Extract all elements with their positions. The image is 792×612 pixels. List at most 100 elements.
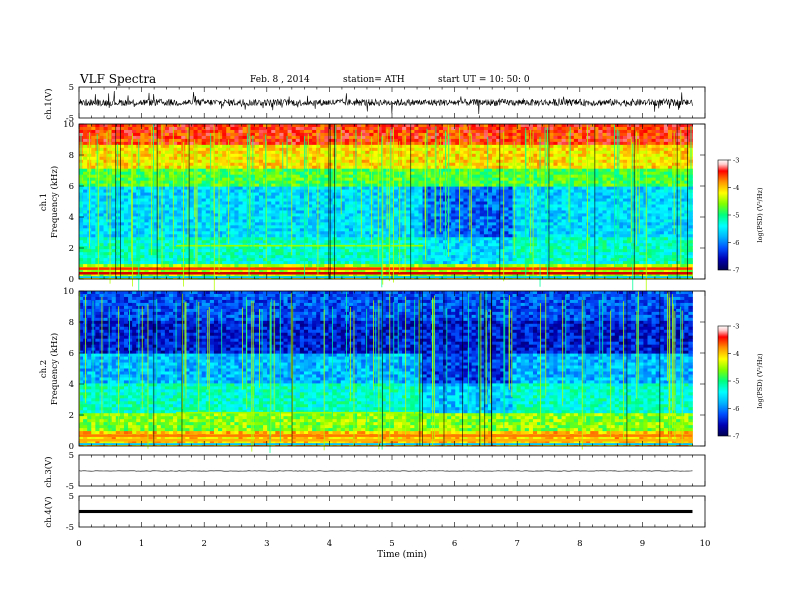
- spectrogram-cell: [189, 264, 194, 268]
- spectrogram-cell: [254, 168, 260, 173]
- spectrogram-cell: [275, 124, 280, 128]
- spectrogram-cell: [373, 273, 378, 277]
- spectrogram-cell: [295, 225, 301, 229]
- spectrogram-cell: [189, 201, 194, 205]
- spectrogram-cell: [389, 183, 395, 187]
- spectrogram-cell: [123, 195, 129, 199]
- spectrogram-cell: [83, 261, 88, 265]
- spectrogram-cell: [308, 207, 313, 211]
- spectrogram-cell: [398, 234, 403, 238]
- spectrogram-cell: [144, 228, 149, 232]
- spectrogram-cell: [160, 153, 166, 158]
- spectrogram-cell: [381, 198, 387, 202]
- spectrogram-cell: [377, 204, 383, 208]
- spectrogram-cell: [181, 129, 186, 134]
- spectrogram-cell: [152, 165, 158, 170]
- spectrogram-cell: [459, 198, 464, 202]
- spectrogram-cell: [398, 124, 403, 128]
- spectrogram-cell: [258, 264, 264, 268]
- spectrogram-cell: [238, 249, 243, 253]
- spectrogram-cell: [83, 201, 88, 205]
- spectrogram-cell: [242, 171, 248, 176]
- spectrogram-cell: [103, 243, 109, 247]
- spectrogram-cell: [328, 216, 333, 220]
- spectrogram-cell: [299, 183, 305, 187]
- spectrogram-cell: [283, 216, 288, 220]
- spectrogram-cell: [242, 189, 248, 193]
- spectrogram-cell: [434, 135, 440, 140]
- spectrogram-cell: [156, 189, 162, 193]
- spectrogram-cell: [389, 192, 395, 196]
- spectrogram-cell: [402, 231, 407, 235]
- spectrogram-cell: [242, 204, 248, 208]
- spectrogram-cell: [152, 201, 158, 205]
- spectrogram-cell: [152, 198, 158, 202]
- spectrogram-cell: [254, 198, 260, 202]
- spectrogram-cell: [79, 237, 84, 241]
- spectrogram-cell: [128, 219, 133, 223]
- spectrogram-cell: [213, 240, 219, 244]
- spectrogram-cell: [308, 237, 313, 241]
- spectrogram-cell: [156, 249, 162, 253]
- spectrogram-cell: [393, 153, 399, 158]
- spectrogram-cell: [295, 201, 301, 205]
- spectrogram-cell: [148, 138, 154, 143]
- spectrogram-cell: [357, 261, 362, 265]
- spectrogram-cell: [279, 207, 284, 211]
- spectrogram-cell: [430, 195, 436, 199]
- spectrogram-cell: [213, 186, 219, 190]
- spectrogram-cell: [99, 162, 104, 167]
- spectrogram-cell: [312, 195, 317, 199]
- spectrogram-cell: [230, 228, 235, 232]
- ch1-ytick-bottom: -5: [66, 114, 74, 124]
- spectrogram-cell: [373, 147, 378, 152]
- spectrogram-cell: [414, 183, 419, 187]
- spectrogram-cell: [164, 171, 170, 176]
- spectrogram-cell: [271, 198, 276, 202]
- spectrogram-cell: [160, 129, 166, 134]
- spectrogram-cell: [385, 228, 391, 232]
- spectrogram-cell: [258, 252, 264, 256]
- spectrogram-cell: [132, 141, 137, 146]
- spectrogram-cell: [173, 186, 178, 190]
- spectrogram-cell: [128, 141, 133, 146]
- spectrogram-cell: [173, 231, 178, 235]
- spectrogram-cell: [275, 249, 280, 253]
- spectrogram-cell: [377, 150, 383, 155]
- spectrogram-cell: [218, 258, 223, 262]
- spectrogram-cell: [287, 201, 293, 205]
- spectrogram-cell: [156, 201, 162, 205]
- spectrogram-cell: [373, 124, 378, 128]
- spectrogram-cell: [348, 153, 354, 158]
- spectrogram-cell: [406, 150, 411, 155]
- spectrogram-cell: [209, 207, 215, 211]
- spectrogram-cell: [275, 216, 280, 220]
- spectrogram-cell: [119, 246, 125, 250]
- spectrogram-cell: [393, 222, 399, 226]
- spectrogram-cell: [136, 129, 141, 134]
- spectrogram-cell: [99, 168, 104, 173]
- spectrogram-cell: [418, 201, 423, 205]
- spectrogram-cell: [107, 126, 113, 131]
- spectrogram-cell: [87, 270, 92, 274]
- spectrogram-cell: [369, 129, 374, 134]
- spectrogram-cell: [328, 258, 333, 262]
- spectrogram-cell: [451, 237, 456, 241]
- spectrogram-cell: [140, 186, 145, 190]
- spectrogram-cell: [377, 124, 383, 128]
- spectrogram-cell: [459, 162, 464, 167]
- spectrogram-cell: [144, 270, 149, 274]
- spectrogram-cell: [410, 150, 415, 155]
- spectrogram-cell: [111, 240, 117, 244]
- spectrogram-cell: [430, 255, 436, 259]
- spectrogram-cell: [128, 153, 133, 158]
- spectrogram-cell: [451, 273, 456, 277]
- spectrogram-cell: [348, 213, 354, 217]
- spectrogram-cell: [459, 261, 464, 265]
- spectrogram-cell: [234, 159, 239, 164]
- spectrogram-cell: [353, 255, 358, 259]
- spectrogram-cell: [144, 135, 149, 140]
- spectrogram-cell: [83, 237, 88, 241]
- spectrogram-cell: [328, 141, 333, 146]
- spectrogram-cell: [213, 144, 219, 149]
